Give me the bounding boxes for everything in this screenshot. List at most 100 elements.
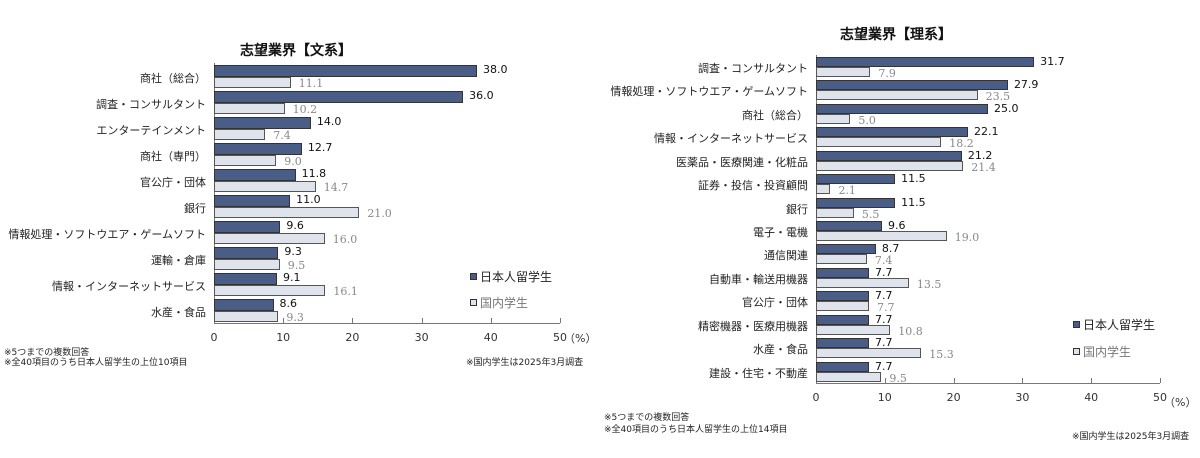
value-label-domestic: 10.8 xyxy=(898,324,923,338)
x-tick-label: 20 xyxy=(946,391,961,404)
footnote-1: ※5つまでの複数回答 xyxy=(4,348,90,358)
y-axis xyxy=(816,55,817,383)
legend-swatch-light-icon xyxy=(1073,348,1080,355)
bar-overseas xyxy=(816,80,1008,91)
bar-domestic xyxy=(214,284,326,296)
bar-domestic xyxy=(214,206,360,218)
axis-unit: （%） xyxy=(1164,396,1197,409)
bar-overseas xyxy=(214,65,477,77)
x-tick xyxy=(560,318,561,323)
left-chart-humanities: 志望業界【文系】 0 10 20 30 40 50 商社（総合） 38.0 11.1 調査・コンサ… xyxy=(4,43,597,368)
bar-overseas xyxy=(214,247,279,259)
bar-domestic xyxy=(816,90,978,101)
bar-overseas xyxy=(816,291,869,302)
value-label-domestic: 2.1 xyxy=(838,184,856,198)
x-tick-label: 30 xyxy=(414,331,429,344)
bar-overseas xyxy=(816,221,883,231)
bar-overseas xyxy=(816,244,876,255)
x-tick-label: 50 xyxy=(1153,391,1167,404)
bar-overseas xyxy=(816,174,896,185)
bar-overseas xyxy=(816,197,896,208)
category-label: 調査・コンサルタント xyxy=(96,97,206,111)
legend-item-overseas: 日本人留学生 xyxy=(470,268,552,285)
legend-swatch-light-icon xyxy=(470,299,477,306)
bar-domestic xyxy=(214,102,285,114)
bar-domestic xyxy=(214,76,291,88)
value-label-domestic: 13.5 xyxy=(916,277,942,291)
category-label: 調査・コンサルタント xyxy=(698,62,808,75)
bar-overseas xyxy=(816,267,869,278)
axis-unit: （%） xyxy=(564,332,597,345)
category-label: 医薬品・医療関連・化粧品 xyxy=(676,155,808,169)
value-label-domestic: 11.1 xyxy=(298,76,324,90)
x-tick-label: 30 xyxy=(1015,391,1030,404)
value-label-domestic: 14.7 xyxy=(323,180,349,194)
category-label: 情報処理・ソフトウエア・ゲームソフト xyxy=(610,85,808,99)
value-label-overseas: 12.7 xyxy=(307,141,333,154)
x-tick xyxy=(1022,378,1024,383)
bar-domestic xyxy=(816,113,851,124)
bar-domestic xyxy=(816,207,854,218)
x-axis xyxy=(816,383,1160,384)
bar-overseas xyxy=(214,195,291,207)
category-label: 官公庁・団体 xyxy=(140,175,206,189)
value-label-domestic: 10.2 xyxy=(292,102,318,116)
x-tick xyxy=(283,318,285,323)
category-label: 通信関連 xyxy=(764,249,808,263)
bar-domestic xyxy=(816,348,922,359)
bar-overseas xyxy=(214,169,296,181)
legend-swatch-dark-icon xyxy=(1073,321,1080,328)
bar-domestic xyxy=(816,137,942,148)
value-label-overseas: 11.8 xyxy=(301,167,327,180)
value-label-overseas: 22.1 xyxy=(974,125,999,139)
value-label-domestic: 16.0 xyxy=(332,232,358,246)
x-tick-label: 0 xyxy=(812,391,820,404)
x-tick xyxy=(1160,378,1161,383)
x-tick xyxy=(884,378,886,383)
y-axis xyxy=(214,63,215,323)
value-label-overseas: 27.9 xyxy=(1013,78,1039,92)
category-label: 運輸・倉庫 xyxy=(151,253,206,267)
x-tick-label: 10 xyxy=(276,331,291,344)
bar-overseas xyxy=(816,361,869,372)
category-label: 情報処理・ソフトウエア・ゲームソフト xyxy=(8,227,206,241)
category-label: 水産・食品 xyxy=(151,305,206,319)
category-label: 商社（総合） xyxy=(140,71,206,85)
bar-domestic xyxy=(214,310,279,322)
bar-domestic xyxy=(214,154,277,166)
value-label-overseas: 9.6 xyxy=(888,219,906,232)
x-tick-label: 50 xyxy=(553,331,567,344)
bar-domestic xyxy=(816,371,882,382)
x-tick-label: 10 xyxy=(877,391,892,404)
category-label: 銀行 xyxy=(786,202,808,216)
value-label-domestic: 7.4 xyxy=(273,128,291,142)
survey-note: ※国内学生は2025年3月調査 xyxy=(466,358,584,368)
value-label-domestic: 5.5 xyxy=(861,207,880,221)
bar-overseas xyxy=(816,150,962,161)
bar-overseas xyxy=(214,91,464,103)
bar-overseas xyxy=(816,338,869,349)
bar-overseas xyxy=(214,273,277,285)
legend-item-domestic: 国内学生 xyxy=(1073,343,1131,360)
value-label-overseas: 9.1 xyxy=(282,271,301,284)
value-label-overseas: 36.0 xyxy=(469,89,494,102)
value-label-domestic: 7.7 xyxy=(876,301,895,315)
legend-item-domestic: 国内学生 xyxy=(470,294,528,311)
bar-domestic xyxy=(816,277,909,288)
bar-domestic xyxy=(816,184,831,195)
category-label: 証券・投信・投資顧問 xyxy=(698,179,808,193)
category-label: 自動車・輸送用機器 xyxy=(709,272,808,286)
x-tick xyxy=(1091,378,1093,383)
value-label-domestic: 21.4 xyxy=(971,160,996,174)
value-label-overseas: 8.7 xyxy=(881,242,900,256)
value-label-overseas: 7.7 xyxy=(874,312,893,326)
chart-title: 志望業界【文系】 xyxy=(240,43,352,59)
bar-overseas xyxy=(214,117,311,129)
category-label: 商社（専門） xyxy=(140,149,206,163)
value-label-domestic: 9.5 xyxy=(889,371,907,385)
value-label-overseas: 31.7 xyxy=(1040,55,1065,68)
value-label-overseas: 11.0 xyxy=(296,193,321,206)
bar-overseas xyxy=(214,299,274,311)
x-tick-label: 40 xyxy=(483,331,498,344)
category-label: 電子・電機 xyxy=(753,226,808,239)
